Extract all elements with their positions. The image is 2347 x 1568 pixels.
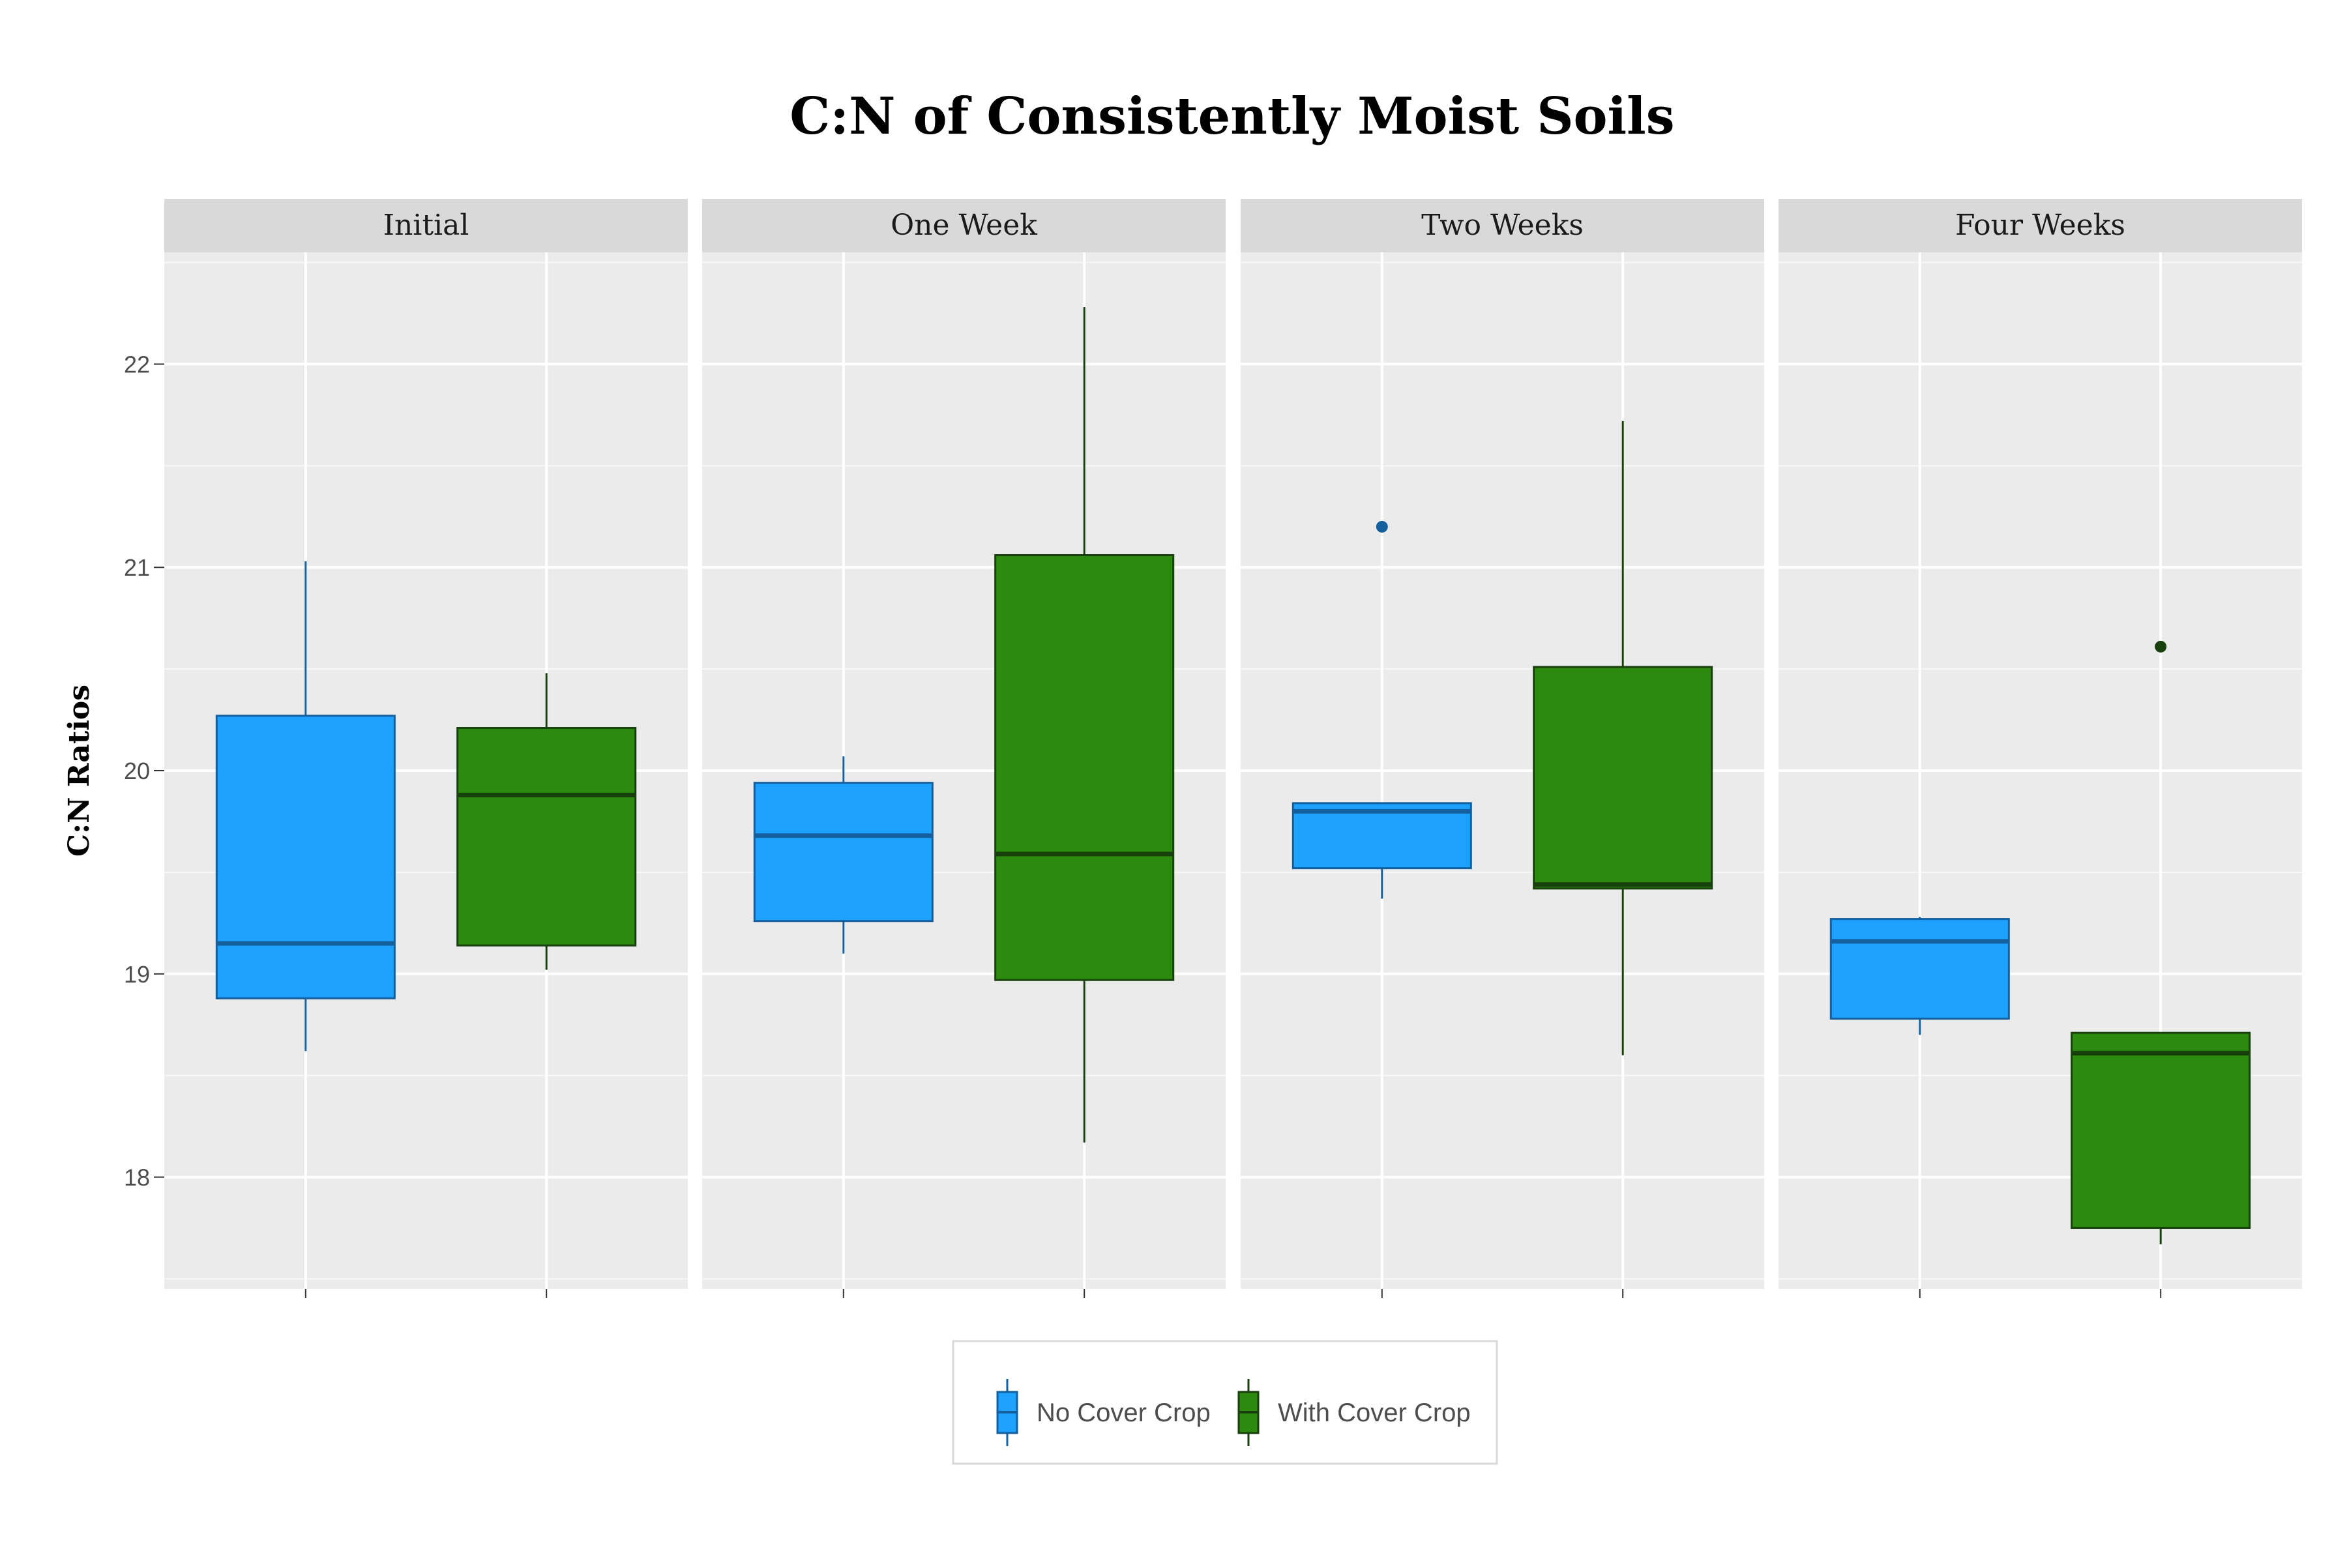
y-tick-label-20: 20 xyxy=(124,758,150,784)
y-tick-label-21: 21 xyxy=(124,554,150,581)
box xyxy=(2071,1031,2251,1229)
box xyxy=(456,727,637,947)
boxplot-two-weeks-no-cover-crop xyxy=(1292,520,1472,899)
facet-strip-four-weeks xyxy=(1779,199,2302,252)
box xyxy=(753,782,934,923)
legend: No Cover Crop With Cover Crop xyxy=(952,1340,1498,1465)
box xyxy=(1533,666,1713,890)
y-tick-label-18: 18 xyxy=(124,1164,150,1191)
panel-initial: Initial xyxy=(164,199,688,1298)
legend-label-with-cover-crop: With Cover Crop xyxy=(1278,1398,1471,1427)
panel-two-weeks: Two Weeks xyxy=(1241,199,1764,1298)
boxplot-four-weeks-with-cover-crop xyxy=(2071,640,2251,1245)
legend-label-no-cover-crop: No Cover Crop xyxy=(1037,1398,1211,1427)
box xyxy=(215,715,396,999)
boxplot-four-weeks-no-cover-crop xyxy=(1829,917,2010,1035)
boxplot-one-week-with-cover-crop xyxy=(994,307,1175,1143)
facet-strip-two-weeks xyxy=(1241,199,1764,252)
facet-label-one-week: One Week xyxy=(891,209,1037,242)
boxplot-initial-with-cover-crop xyxy=(456,673,637,970)
box xyxy=(1829,918,2010,1020)
facet-label-initial: Initial xyxy=(383,209,469,242)
panel-one-week: One Week xyxy=(702,199,1226,1298)
facet-label-four-weeks: Four Weeks xyxy=(1955,209,2125,242)
y-tick-label-22: 22 xyxy=(124,351,150,377)
legend-box xyxy=(952,1340,1498,1465)
boxplot-two-weeks-with-cover-crop xyxy=(1533,421,1713,1056)
facet-strip-initial xyxy=(164,199,688,252)
y-tick-label-19: 19 xyxy=(124,961,150,988)
legend-item-no-cover-crop: No Cover Crop xyxy=(996,1379,1211,1446)
panel-four-weeks: Four Weeks xyxy=(1779,199,2302,1298)
box xyxy=(1292,802,1472,870)
facet-label-two-weeks: Two Weeks xyxy=(1421,209,1584,242)
outlier-point xyxy=(2155,640,2167,653)
facet-strip-one-week xyxy=(702,199,1226,252)
legend-item-with-cover-crop: With Cover Crop xyxy=(1237,1379,1471,1446)
y-axis-label: C:N Ratios xyxy=(63,685,96,857)
chart-title: C:N of Consistently Moist Soils xyxy=(790,87,1674,146)
boxplot-one-week-no-cover-crop xyxy=(753,756,934,954)
boxplot-initial-no-cover-crop xyxy=(215,561,396,1052)
box xyxy=(994,554,1175,981)
outlier-point xyxy=(1376,520,1388,533)
